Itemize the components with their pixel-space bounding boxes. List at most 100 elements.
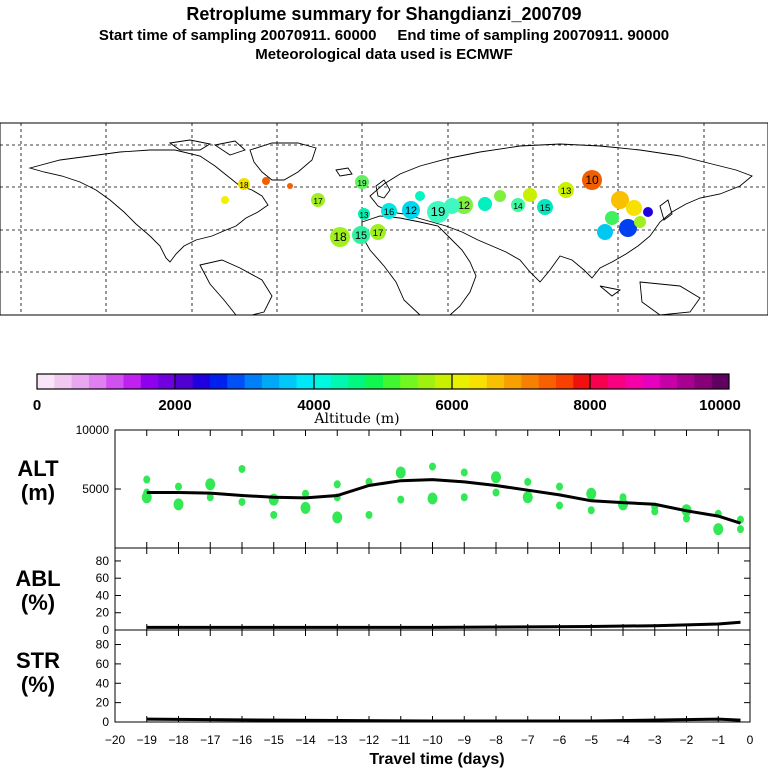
plume-marker — [494, 190, 506, 202]
plume-label: 13 — [360, 211, 369, 220]
x-tick-label: −6 — [553, 733, 567, 747]
alt-scatter-point — [429, 462, 436, 471]
alt-scatter-point — [651, 507, 659, 516]
plume-marker — [355, 175, 369, 189]
y-tick-label: 80 — [96, 638, 110, 652]
colorbar-cell — [417, 374, 436, 389]
alt-scatter-point — [238, 497, 246, 506]
plume-marker — [605, 211, 619, 225]
colorbar-cell — [642, 374, 661, 389]
colorbar-cell — [261, 374, 280, 389]
colorbar-cell — [244, 374, 263, 389]
alt-scatter-point — [143, 475, 151, 484]
colorbar-cell — [227, 374, 246, 389]
plume-marker — [221, 196, 229, 204]
alt-scatter-point — [713, 523, 724, 536]
alt-scatter-point — [586, 487, 597, 500]
colorbar-cell — [383, 374, 401, 389]
abl-panel: ABL (%) 0 20 40 60 80 — [15, 547, 751, 637]
x-tick-label: −9 — [457, 733, 471, 747]
x-tick-label: −1 — [711, 733, 725, 747]
chart-subtitle: Start time of sampling 20070911. 60000 E… — [98, 27, 670, 44]
alt-scatter-point — [365, 510, 373, 519]
chart-title: Retroplume summary for Shangdianzi_20070… — [186, 4, 582, 24]
y-tick-label: 5000 — [82, 482, 109, 496]
colorbar-cell — [37, 374, 55, 389]
colorbar-cell — [71, 374, 90, 389]
str-panel-label: STR — [16, 648, 60, 673]
plume-marker — [352, 226, 370, 244]
plume-label: 18 — [333, 230, 347, 244]
coastlines — [28, 139, 753, 316]
x-tick-label: −7 — [521, 733, 535, 747]
x-tick-label: −8 — [489, 733, 503, 747]
alt-scatter-point — [270, 510, 278, 519]
alt-scatter-point — [268, 493, 279, 506]
y-tick-label: 60 — [96, 571, 110, 585]
alt-scatter-point — [460, 468, 468, 477]
plume-marker — [558, 182, 574, 198]
colorbar-cell — [140, 374, 159, 389]
colorbar-cell — [123, 374, 142, 389]
plume-marker — [238, 178, 250, 190]
plume-marker — [537, 199, 553, 215]
plume-label: 15 — [540, 203, 551, 214]
plume-marker — [626, 200, 642, 216]
colorbar-cell — [469, 374, 488, 389]
str-panel: STR (%) 0 20 40 60 80 — [16, 629, 751, 729]
plume-label: 13 — [561, 186, 572, 197]
alt-scatter-point — [397, 495, 405, 504]
alt-scatter-point — [736, 525, 744, 534]
colorbar-label: Altitude (m) — [313, 411, 399, 427]
alt-scatter-point — [524, 477, 532, 486]
x-tick-label: 0 — [747, 733, 754, 747]
x-tick-label: −3 — [648, 733, 662, 747]
alt-scatter-point — [205, 478, 216, 491]
colorbar-cell — [158, 374, 176, 389]
colorbar-cell — [521, 374, 540, 389]
colorbar-cell — [106, 374, 124, 389]
x-tick-label: −2 — [680, 733, 694, 747]
plume-marker — [370, 224, 386, 240]
plume-label: 10 — [585, 173, 599, 187]
colorbar-cell — [538, 374, 557, 389]
y-tick-label: 0 — [102, 623, 109, 637]
colorbar-tick: 10000 — [699, 397, 741, 414]
y-tick-label: 40 — [96, 676, 110, 690]
alt-scatter-point — [491, 471, 501, 484]
colorbar-tick: 0 — [33, 397, 41, 414]
plume-marker — [619, 219, 637, 237]
y-tick-label: 60 — [96, 657, 110, 671]
colorbar-cell — [279, 374, 297, 389]
plume-marker — [582, 170, 602, 190]
plume-marker — [478, 197, 492, 211]
x-tick-label: −20 — [105, 733, 126, 747]
colorbar-cell — [313, 374, 332, 389]
colorbar-tick: 2000 — [158, 397, 191, 414]
alt-scatter-point — [333, 480, 341, 489]
alt-scatter-point — [300, 501, 311, 514]
y-tick-label: 40 — [96, 588, 110, 602]
alt-scatter-point — [683, 514, 690, 523]
str-panel-unit: (%) — [21, 672, 55, 697]
colorbar-cell — [556, 374, 574, 389]
plume-label: 17 — [313, 196, 323, 206]
plume-marker — [634, 216, 646, 228]
x-tick-label: −5 — [584, 733, 598, 747]
plume-label: 16 — [384, 207, 395, 218]
alt-panel: ALT (m) 5000 10000 — [17, 423, 751, 549]
colorbar-cell — [331, 374, 349, 389]
alt-panel-label: ALT — [17, 456, 59, 481]
plume-marker — [330, 227, 350, 247]
plume-marker — [358, 208, 370, 220]
alt-scatter-point — [556, 482, 563, 491]
colorbar-cell — [711, 374, 730, 389]
colorbar-cell — [192, 374, 211, 389]
plume-marker — [597, 224, 613, 240]
alt-scatter-point — [175, 482, 182, 491]
alt-scatter-point — [522, 491, 533, 504]
x-tick-label: −19 — [137, 733, 158, 747]
y-tick-label: 20 — [96, 606, 110, 620]
alt-panel-unit: (m) — [21, 480, 55, 505]
